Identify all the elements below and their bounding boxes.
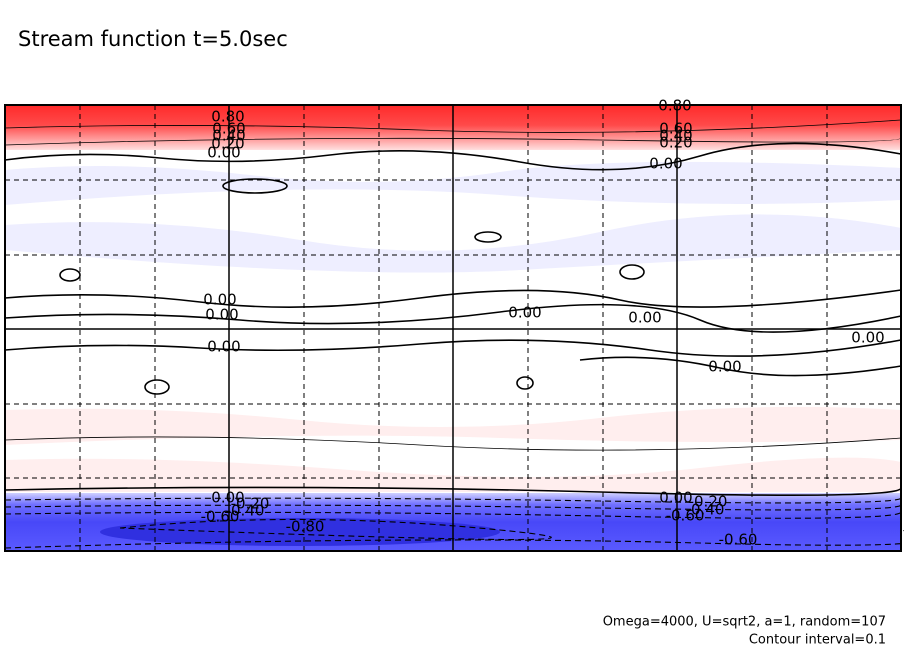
contour-label: -0.40 [686,501,725,519]
contour-line [474,231,502,243]
plot-frame [4,104,902,552]
contour-labels: 0.800.600.400.200.000.800.600.400.200.00… [201,97,885,549]
plot-area: 0.800.600.400.200.000.800.600.400.200.00… [4,97,904,552]
contour-line [4,504,902,511]
contour-label: -0.60 [719,531,758,549]
contour-label: -0.80 [286,518,325,536]
footnote: Omega=4000, U=sqrt2, a=1, random=107 [603,615,886,630]
contour-label: 0.00 [205,306,238,324]
contour-label: 0.00 [508,304,541,322]
contour-line [4,137,902,146]
contour-label: 0.40 [659,127,692,145]
grid [5,105,901,551]
contour-label: 0.20 [659,134,692,152]
contour-label: 0.00 [203,291,236,309]
negative-core [100,518,500,546]
contour-label: 0.00 [207,338,240,356]
contour-label: 0.00 [207,144,240,162]
contour-label: 0.60 [659,120,692,138]
contour-line [619,264,645,280]
contour-label: 0.00 [628,309,661,327]
contour-label: -0.60 [666,507,705,525]
contour-line [4,303,902,333]
contour-label: 0.60 [212,120,245,138]
contour-label: -0.60 [201,508,240,526]
contour-label: 0.20 [211,135,244,153]
contour-line [119,518,552,541]
contour-line [4,511,902,519]
contour-label: 0.00 [659,489,692,507]
contour-label: 0.00 [211,489,244,507]
contour-line [4,289,902,308]
contour-label: 0.00 [708,358,741,376]
contour-line [144,379,170,395]
contour-line [4,436,902,451]
contour-label: -0.20 [689,493,728,511]
contour-line [4,142,902,171]
contour-label: 0.80 [658,97,691,115]
contour-line [516,376,534,390]
chart-title: Stream function t=5.0sec [18,27,288,51]
contour-label: 0.80 [211,108,244,126]
contour-label: -0.40 [226,502,265,520]
contour-line [4,119,902,133]
contour-line [579,356,902,377]
contour-line [59,268,81,282]
contour-line [222,178,288,194]
contour-line [4,486,902,496]
contour-line [4,339,902,357]
contour-label: 0.40 [212,127,245,145]
contour-label: 0.00 [851,329,884,347]
contour-line [4,497,902,504]
footnote: Contour interval=0.1 [749,633,886,648]
contour-label: 0.00 [649,155,682,173]
contour-label: -0.20 [231,495,270,513]
